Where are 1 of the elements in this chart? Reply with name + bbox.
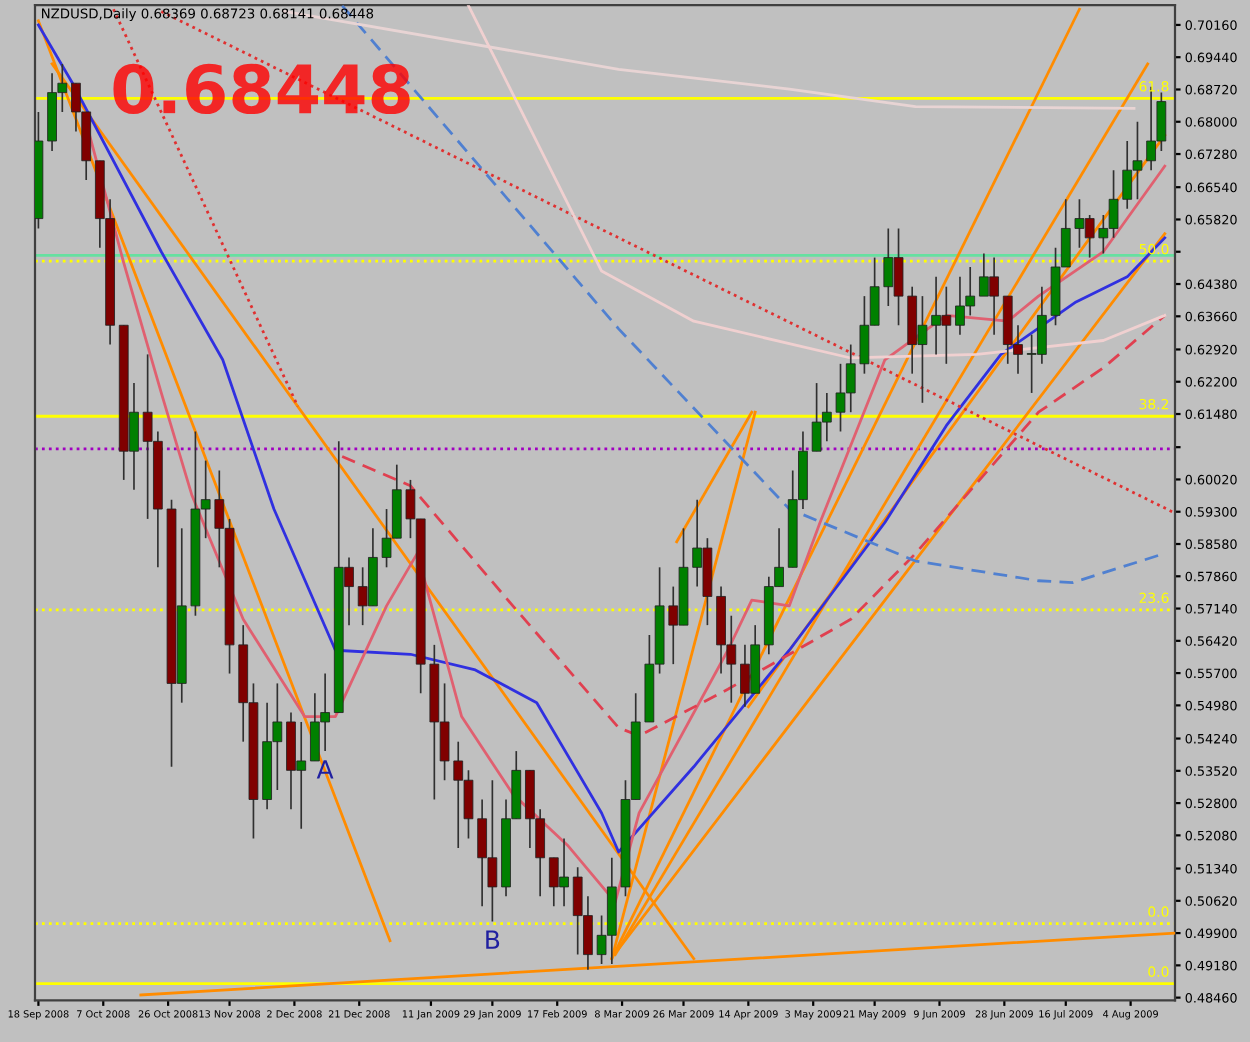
annotation: B <box>486 930 500 949</box>
